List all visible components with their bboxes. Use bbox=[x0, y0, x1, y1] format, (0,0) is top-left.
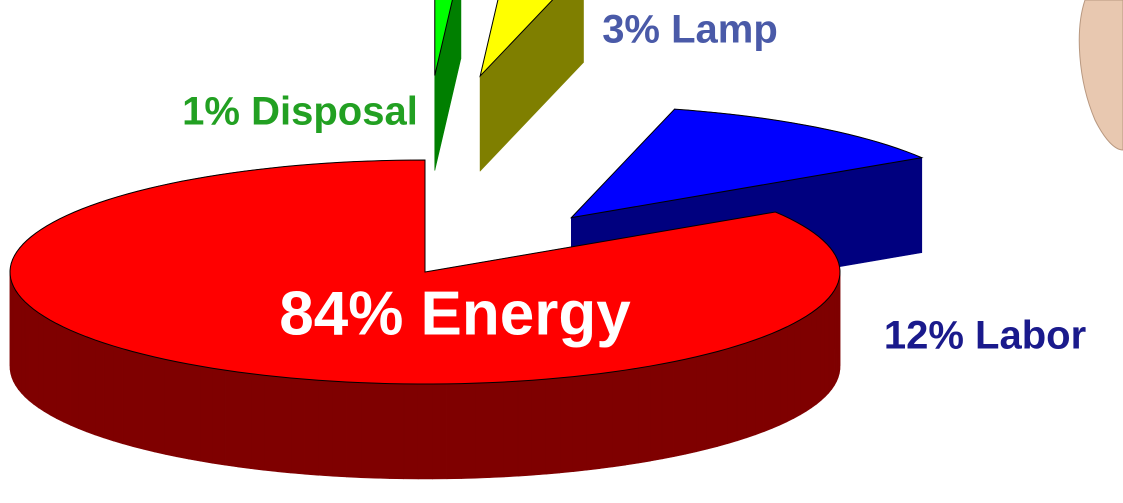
slice-side bbox=[475, 382, 491, 479]
slice-side bbox=[389, 383, 405, 480]
slice-side bbox=[599, 371, 614, 469]
data-label: 1% Disposal bbox=[182, 90, 418, 134]
slice-side bbox=[489, 381, 505, 478]
slice-side bbox=[432, 383, 448, 480]
slice-side bbox=[736, 342, 747, 442]
slice-side bbox=[38, 312, 45, 413]
slice-side bbox=[132, 351, 144, 450]
slice-side bbox=[727, 345, 738, 445]
slice-side bbox=[559, 376, 574, 474]
slice-side bbox=[820, 300, 826, 402]
slice-side bbox=[545, 377, 561, 475]
slice-side bbox=[612, 369, 626, 468]
pie-slice bbox=[569, 108, 924, 219]
slice-side bbox=[143, 353, 155, 453]
slice-side bbox=[816, 304, 822, 405]
slice-side bbox=[188, 363, 201, 462]
slice-side bbox=[13, 286, 16, 386]
slice-side bbox=[799, 315, 807, 416]
slice-side bbox=[374, 382, 390, 479]
slice-side bbox=[763, 332, 773, 433]
slice-side bbox=[417, 383, 433, 480]
slice-side bbox=[21, 297, 26, 398]
face-decoration bbox=[1078, 0, 1123, 151]
slice-side bbox=[661, 361, 675, 460]
data-label: 12% Labor bbox=[884, 314, 1086, 358]
slice-side bbox=[503, 380, 519, 478]
slice-side bbox=[461, 382, 476, 479]
slice-side bbox=[277, 376, 292, 474]
slice-side bbox=[28, 304, 34, 405]
slice-side bbox=[70, 329, 79, 430]
slice-side bbox=[112, 345, 124, 445]
pie-slice bbox=[479, 0, 554, 78]
slice-side bbox=[717, 348, 728, 447]
slice-side bbox=[360, 382, 376, 479]
slice-side bbox=[290, 377, 305, 475]
slice-side bbox=[828, 293, 833, 394]
slice-side bbox=[779, 326, 788, 426]
slice-side bbox=[153, 356, 166, 455]
slice-side bbox=[237, 371, 252, 469]
slice-side bbox=[304, 378, 319, 476]
slice-side bbox=[17, 293, 22, 394]
slice-side bbox=[771, 329, 781, 429]
slice-side bbox=[696, 353, 708, 453]
slice-side bbox=[824, 297, 830, 398]
slice-side bbox=[684, 356, 697, 455]
slice-side bbox=[33, 308, 39, 409]
slice-top bbox=[434, 0, 453, 76]
slice-side bbox=[531, 378, 547, 476]
slice-side bbox=[625, 367, 639, 466]
slice-side bbox=[24, 301, 30, 402]
slice-side bbox=[746, 339, 756, 439]
slice-side bbox=[786, 322, 795, 423]
slice-side bbox=[446, 383, 462, 480]
slice-side bbox=[517, 379, 533, 477]
slice-side bbox=[572, 374, 587, 472]
slice-side bbox=[49, 319, 57, 420]
slice-top bbox=[9, 159, 841, 385]
slice-side bbox=[706, 351, 718, 450]
slice-side bbox=[637, 365, 651, 464]
slice-side bbox=[200, 365, 213, 464]
slice-side bbox=[176, 361, 189, 460]
slice-side bbox=[318, 379, 333, 477]
pie-slice bbox=[9, 159, 841, 385]
slice-side bbox=[586, 373, 601, 471]
slice-side bbox=[263, 374, 278, 473]
slice-side bbox=[831, 289, 835, 391]
slice-side bbox=[164, 358, 177, 458]
slice-side bbox=[103, 342, 114, 442]
slice-side bbox=[63, 326, 71, 426]
slice-side bbox=[94, 339, 105, 439]
slice-side bbox=[212, 367, 226, 466]
slice-side bbox=[250, 373, 265, 471]
slice-side bbox=[793, 319, 801, 419]
slice-side bbox=[403, 383, 419, 480]
slice-side bbox=[332, 380, 347, 478]
slice-side bbox=[649, 363, 663, 462]
slice-side bbox=[805, 312, 812, 412]
pie-slice bbox=[434, 0, 453, 76]
slice-side bbox=[811, 308, 817, 409]
slice-side bbox=[86, 336, 96, 436]
data-label: 3% Lamp bbox=[602, 8, 778, 52]
slice-side bbox=[755, 336, 765, 436]
slice-top bbox=[569, 108, 924, 219]
slice-side bbox=[15, 289, 19, 391]
slice-top bbox=[479, 0, 554, 78]
face bbox=[1078, 0, 1123, 151]
data-label: 84% Energy bbox=[279, 279, 631, 348]
slice-side bbox=[78, 333, 87, 433]
slice-side bbox=[346, 381, 362, 478]
slice-side bbox=[43, 315, 51, 416]
slice-side bbox=[122, 348, 134, 447]
slice-side bbox=[673, 358, 686, 457]
slice-side bbox=[224, 369, 239, 468]
slice-side bbox=[834, 286, 837, 386]
slice-side bbox=[56, 323, 64, 423]
